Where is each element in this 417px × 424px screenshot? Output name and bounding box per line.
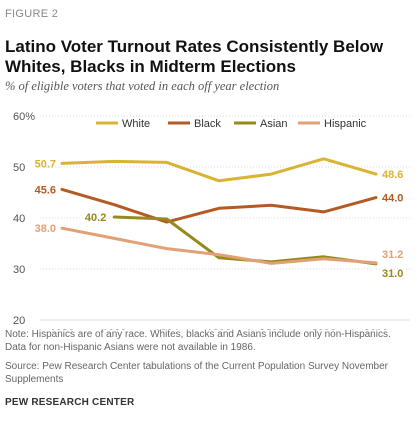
- data-label-black: 44.0: [382, 193, 403, 205]
- x-tick-label: 1998: [207, 328, 231, 330]
- x-tick-label: 1986: [50, 328, 74, 330]
- x-tick-label: 2010: [364, 328, 388, 330]
- series-line-hispanic: [60, 226, 378, 265]
- legend-label-asian: Asian: [260, 118, 288, 130]
- data-label-black: 45.6: [35, 184, 56, 196]
- chart-note: Note: Hispanics are of any race. Whites,…: [5, 329, 391, 353]
- chart-credit: PEW RESEARCH CENTER: [5, 397, 135, 408]
- chart-title: Latino Voter Turnout Rates Consistently …: [5, 37, 405, 77]
- y-tick-label: 50: [13, 162, 25, 174]
- chart-subtitle: % of eligible voters that voted in each …: [5, 79, 280, 93]
- data-label-hispanic: 38.0: [35, 223, 56, 235]
- figure-label: FIGURE 2: [5, 8, 59, 20]
- series-line-white: [60, 157, 378, 183]
- series-line-black: [60, 187, 378, 224]
- x-tick-label: 2006: [311, 328, 335, 330]
- x-tick-label: 1994: [154, 328, 178, 330]
- y-tick-label: 20: [13, 315, 25, 327]
- legend-label-hispanic: Hispanic: [324, 118, 367, 130]
- data-label-white: 48.6: [382, 169, 403, 181]
- chart-title-line-1: Latino Voter Turnout Rates Consistently …: [5, 37, 384, 56]
- turnout-line-chart: 20 30 40 50 60% 1986 1990 1994 1998 2002 2006 2010 W…: [13, 111, 410, 330]
- legend-label-black: Black: [194, 118, 221, 130]
- x-tick-label: 2002: [259, 328, 283, 330]
- y-tick-label: 60%: [13, 111, 35, 123]
- data-label-hispanic: 31.2: [382, 249, 403, 261]
- x-tick-label: 1990: [102, 328, 126, 330]
- data-label-white: 50.7: [35, 158, 56, 170]
- data-label-asian: 40.2: [85, 212, 106, 224]
- y-tick-label: 30: [13, 264, 25, 276]
- chart-title-line-2: Whites, Blacks in Midterm Elections: [5, 57, 296, 76]
- data-label-asian: 31.0: [382, 268, 403, 280]
- chart-source: Source: Pew Research Center tabulations …: [5, 361, 388, 385]
- legend-label-white: White: [122, 118, 150, 130]
- y-tick-label: 40: [13, 213, 25, 225]
- series-line-asian: [112, 215, 378, 266]
